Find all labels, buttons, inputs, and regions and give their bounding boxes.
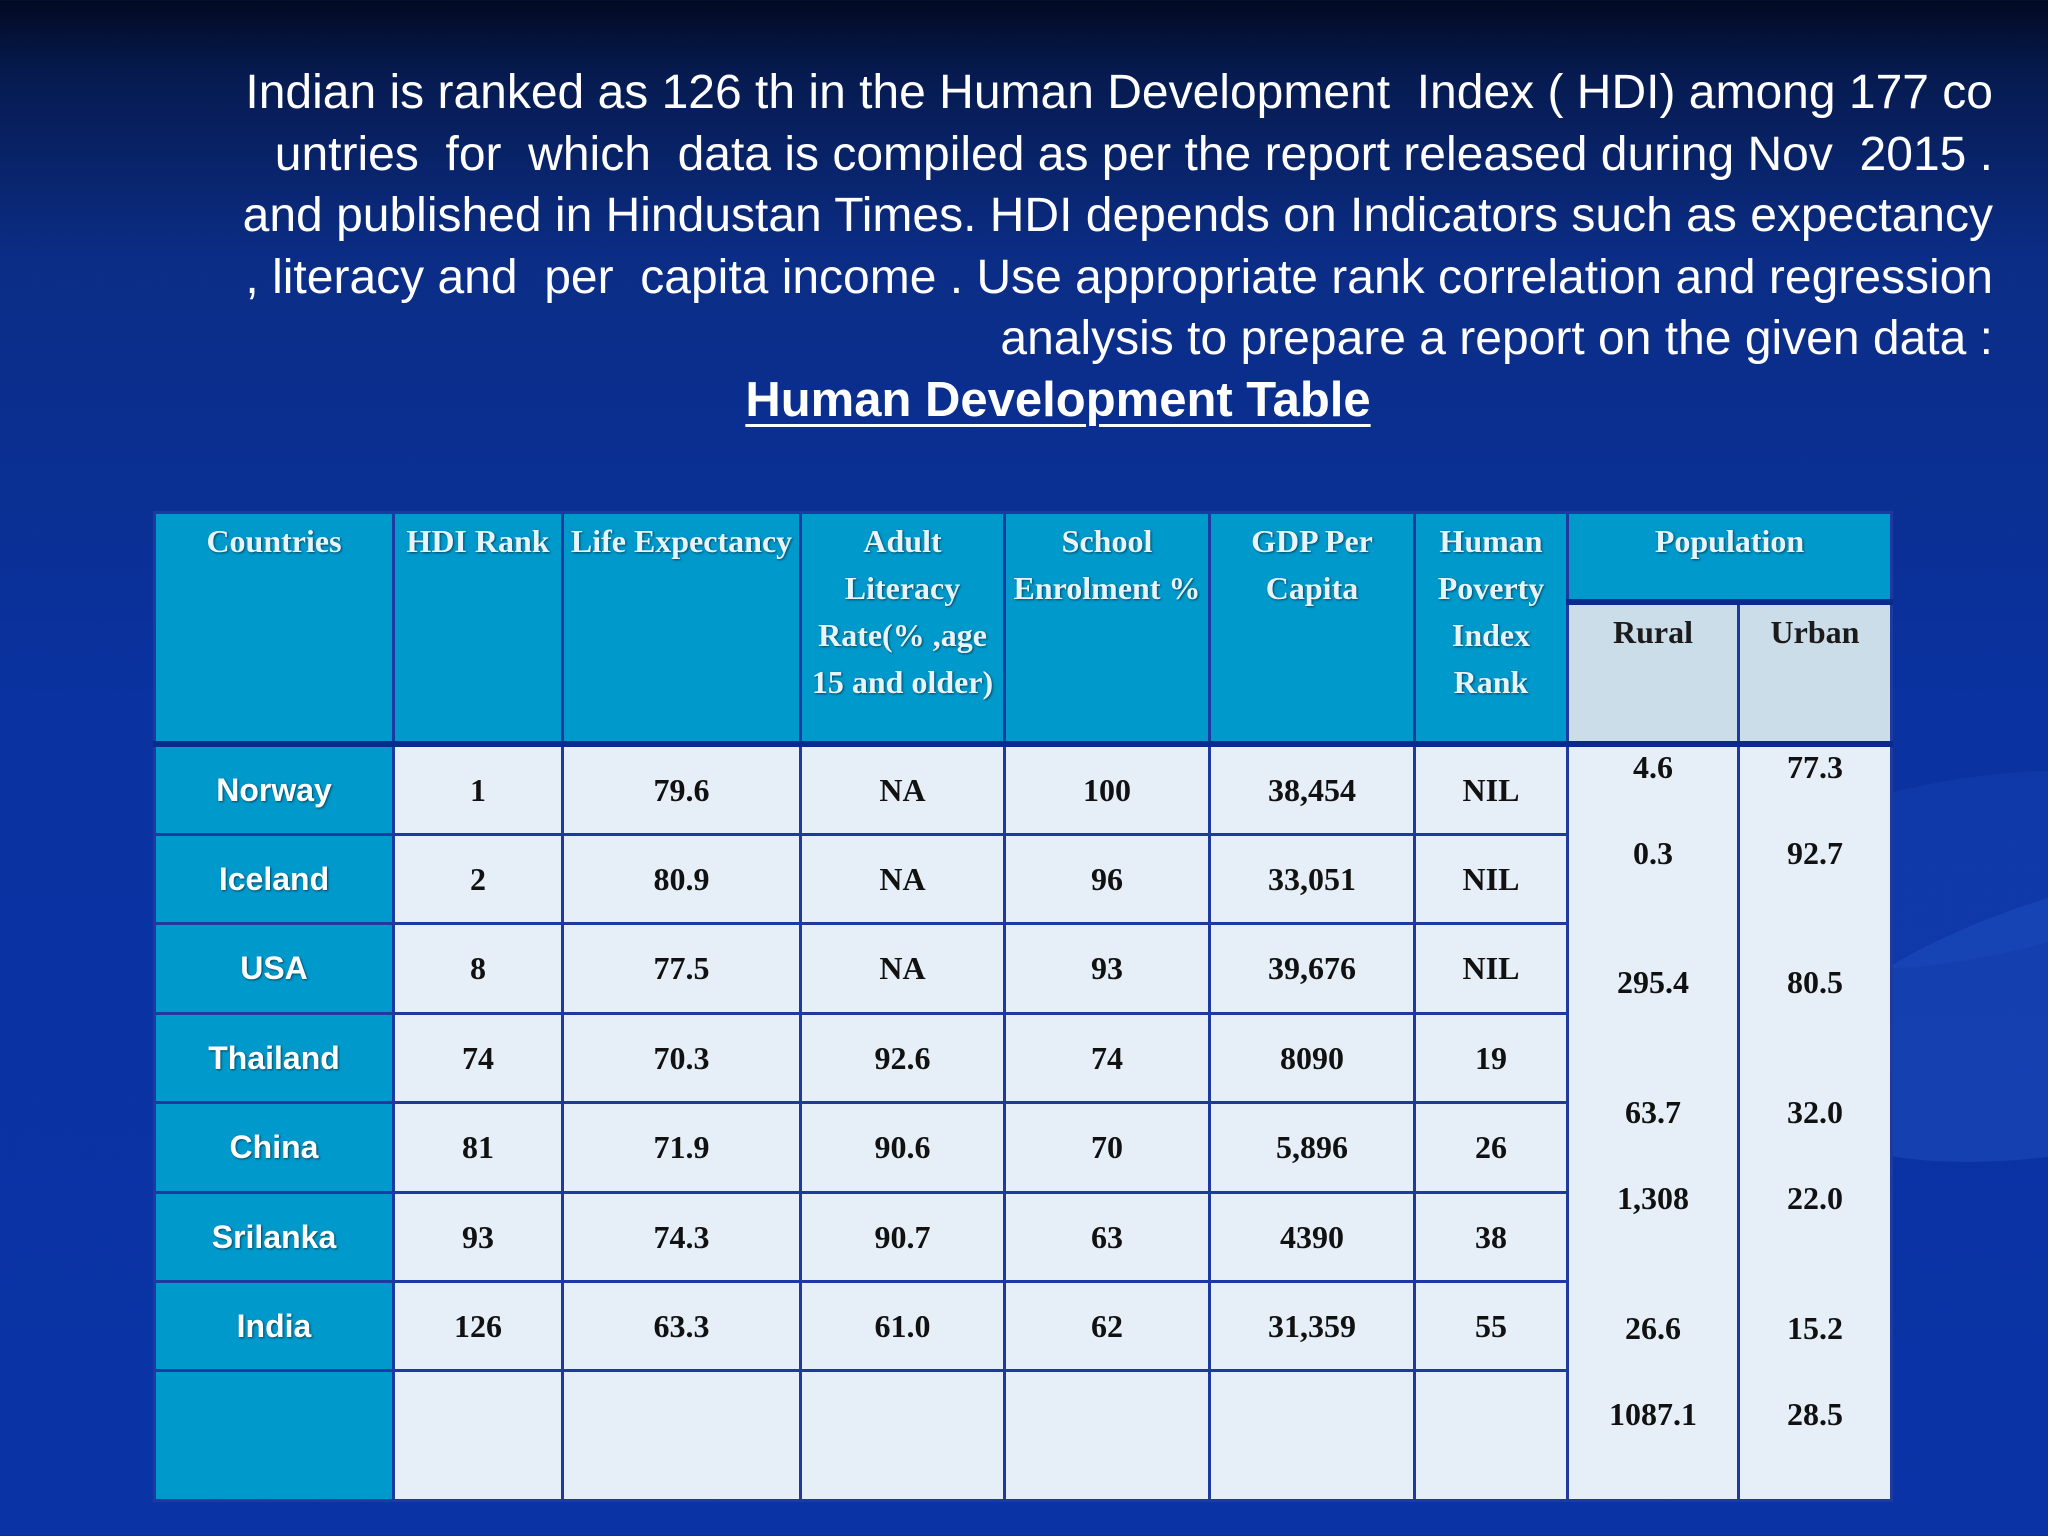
- human-development-table: Countries HDI Rank Life Expectancy Adult…: [153, 511, 1893, 1503]
- population-urban-value: 22.0: [1787, 1179, 1843, 1216]
- table-row: Norway 1 79.6 NA 100 38,454 NIL 4.6 0.3 …: [153, 740, 1893, 1503]
- header-population: Population: [1566, 511, 1893, 605]
- header-urban: Urban: [1737, 598, 1893, 745]
- table-row: Iceland 2 80.9 NA 96 33,051 NIL: [153, 832, 1892, 926]
- country-cell: Norway: [153, 740, 395, 836]
- population-rural-value: 1,308: [1617, 1179, 1689, 1216]
- gdp-per-capita-cell: 38,454: [1208, 740, 1416, 836]
- gdp-per-capita-cell: 39,676: [1208, 922, 1416, 1015]
- table-row: China 81 71.9 90.6 70 5,896 26: [153, 1101, 1892, 1194]
- human-poverty-cell: NIL: [1413, 740, 1569, 836]
- adult-literacy-cell-empty: [799, 1369, 1006, 1503]
- hdi-rank-cell: 93: [392, 1190, 564, 1283]
- country-cell-empty: [153, 1369, 395, 1503]
- school-enrolment-cell: 62: [1003, 1279, 1211, 1373]
- gdp-per-capita-cell: 5,896: [1208, 1101, 1416, 1194]
- country-cell: Srilanka: [153, 1190, 395, 1283]
- hdi-rank-cell-empty: [392, 1369, 564, 1503]
- gdp-per-capita-cell-empty: [1208, 1369, 1416, 1503]
- country-cell: Iceland: [153, 832, 395, 926]
- population-urban-value: 15.2: [1787, 1309, 1843, 1346]
- population-rural-value: 0.3: [1633, 834, 1673, 871]
- school-enrolment-cell: 70: [1003, 1101, 1211, 1194]
- gdp-per-capita-cell: 8090: [1208, 1011, 1416, 1105]
- adult-literacy-cell: NA: [799, 922, 1006, 1015]
- population-rural-value: 1087.1: [1609, 1395, 1697, 1432]
- population-rural-value: 26.6: [1625, 1309, 1681, 1346]
- header-gdp-per-capita: GDP Per Capita: [1208, 511, 1416, 745]
- population-urban-value: 92.7: [1787, 834, 1843, 871]
- country-cell: China: [153, 1101, 395, 1194]
- intro-paragraph: Indian is ranked as 126 th in the Human …: [242, 66, 1993, 365]
- human-poverty-cell: 55: [1413, 1279, 1569, 1373]
- school-enrolment-cell: 93: [1003, 922, 1211, 1015]
- header-human-poverty-index: Human Poverty Index Rank: [1413, 511, 1569, 745]
- header-life-expectancy: Life Expectancy: [561, 511, 802, 745]
- country-cell: India: [153, 1279, 395, 1373]
- table-row: Thailand 74 70.3 92.6 74 8090 19: [153, 1011, 1892, 1105]
- school-enrolment-cell: 63: [1003, 1190, 1211, 1283]
- hdi-rank-cell: 74: [392, 1011, 564, 1105]
- hdi-rank-cell: 81: [392, 1101, 564, 1194]
- school-enrolment-cell: 74: [1003, 1011, 1211, 1105]
- human-poverty-cell: 26: [1413, 1101, 1569, 1194]
- school-enrolment-cell: 100: [1003, 740, 1211, 836]
- life-expectancy-cell: 71.9: [561, 1101, 802, 1194]
- hdi-rank-cell: 8: [392, 922, 564, 1015]
- table-row: Srilanka 93 74.3 90.7 63 4390 38: [153, 1190, 1892, 1283]
- population-urban-column: 77.3 92.7 80.5 32.0 22.0 15.2 28.5: [1737, 740, 1893, 1503]
- population-urban-value: 32.0: [1787, 1093, 1843, 1130]
- population-rural-value: 295.4: [1617, 963, 1689, 1000]
- life-expectancy-cell: 74.3: [561, 1190, 802, 1283]
- table-row: India 126 63.3 61.0 62 31,359 55: [153, 1279, 1892, 1373]
- population-rural-value: 63.7: [1625, 1093, 1681, 1130]
- human-poverty-cell: NIL: [1413, 832, 1569, 926]
- adult-literacy-cell: 90.7: [799, 1190, 1006, 1283]
- population-rural-column: 4.6 0.3 295.4 63.7 1,308 26.6 1087.1: [1566, 740, 1740, 1503]
- header-adult-literacy: Adult Literacy Rate(% ,age 15 and older): [799, 511, 1006, 745]
- hdi-rank-cell: 126: [392, 1279, 564, 1373]
- population-urban-value: 80.5: [1787, 963, 1843, 1000]
- life-expectancy-cell: 79.6: [561, 740, 802, 836]
- population-urban-value: 28.5: [1787, 1395, 1843, 1432]
- adult-literacy-cell: NA: [799, 740, 1006, 836]
- header-hdi-rank: HDI Rank: [392, 511, 564, 745]
- human-poverty-cell-empty: [1413, 1369, 1569, 1503]
- life-expectancy-cell: 77.5: [561, 922, 802, 1015]
- life-expectancy-cell: 70.3: [561, 1011, 802, 1105]
- life-expectancy-cell: 80.9: [561, 832, 802, 926]
- human-poverty-cell: NIL: [1413, 922, 1569, 1015]
- country-cell: Thailand: [153, 1011, 395, 1105]
- table-title: Human Development Table: [745, 373, 1371, 427]
- school-enrolment-cell-empty: [1003, 1369, 1211, 1503]
- gdp-per-capita-cell: 33,051: [1208, 832, 1416, 926]
- gdp-per-capita-cell: 4390: [1208, 1190, 1416, 1283]
- header-countries: Countries: [153, 511, 395, 745]
- table-row: USA 8 77.5 NA 93 39,676 NIL: [153, 922, 1892, 1015]
- header-rural: Rural: [1566, 598, 1740, 745]
- life-expectancy-cell-empty: [561, 1369, 802, 1503]
- human-poverty-cell: 19: [1413, 1011, 1569, 1105]
- table-filler-row: [153, 1369, 1892, 1503]
- hdi-rank-cell: 1: [392, 740, 564, 836]
- school-enrolment-cell: 96: [1003, 832, 1211, 926]
- population-rural-value: 4.6: [1633, 748, 1673, 785]
- adult-literacy-cell: 90.6: [799, 1101, 1006, 1194]
- adult-literacy-cell: 92.6: [799, 1011, 1006, 1105]
- adult-literacy-cell: 61.0: [799, 1279, 1006, 1373]
- adult-literacy-cell: NA: [799, 832, 1006, 926]
- human-poverty-cell: 38: [1413, 1190, 1569, 1283]
- gdp-per-capita-cell: 31,359: [1208, 1279, 1416, 1373]
- header-school-enrolment: School Enrolment %: [1003, 511, 1211, 745]
- population-urban-value: 77.3: [1787, 748, 1843, 785]
- life-expectancy-cell: 63.3: [561, 1279, 802, 1373]
- hdi-rank-cell: 2: [392, 832, 564, 926]
- country-cell: USA: [153, 922, 395, 1015]
